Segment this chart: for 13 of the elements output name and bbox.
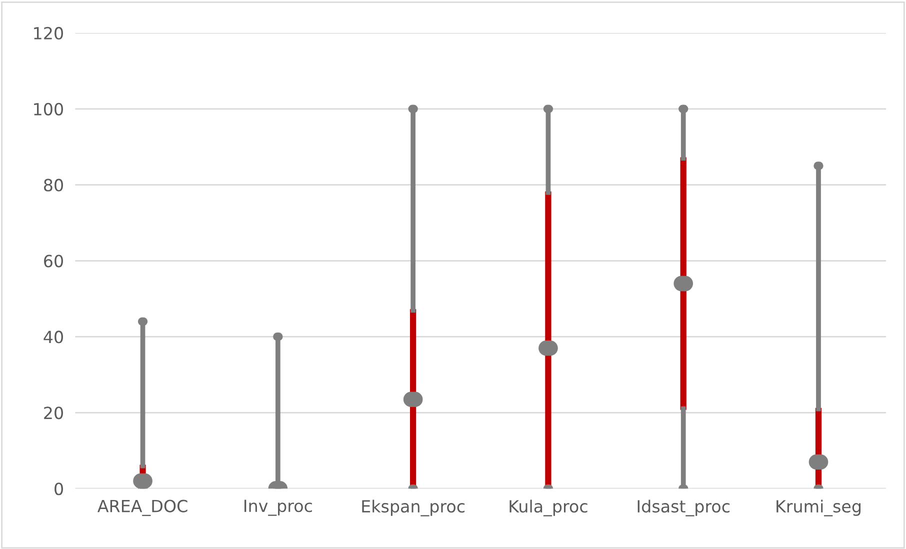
y-tick-label: 40: [44, 330, 63, 344]
y-tick-label: 60: [44, 254, 63, 268]
x-tick-label: AREA_DOC: [97, 500, 188, 516]
y-tick-label: 20: [44, 406, 63, 420]
x-tick-label: Ekspan_proc: [362, 500, 465, 516]
x-tick-label: Krumi_seg: [776, 500, 861, 516]
x-tick-label: Idsast_proc: [638, 500, 730, 516]
y-tick-label: 120: [34, 26, 63, 40]
x-tick-label: Kula_proc: [510, 500, 588, 516]
y-tick-label: 100: [34, 102, 63, 116]
y-tick-label: 80: [44, 178, 63, 192]
y-tick-label: 0: [54, 482, 63, 496]
x-tick-label: Inv_proc: [244, 500, 312, 516]
